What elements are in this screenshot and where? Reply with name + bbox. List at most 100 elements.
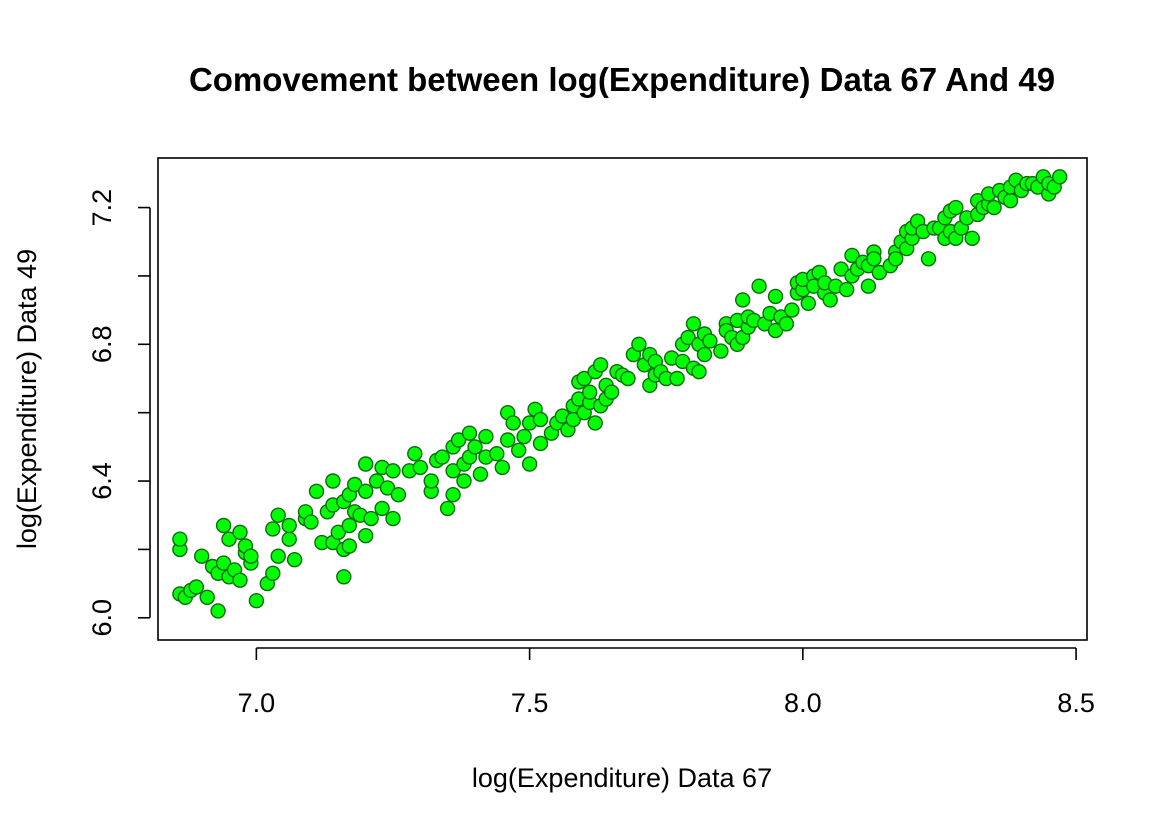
- data-point: [281, 517, 297, 534]
- data-point: [964, 230, 980, 247]
- data-point: [778, 316, 795, 332]
- data-point: [800, 295, 816, 311]
- data-point: [505, 415, 521, 431]
- data-point: [215, 517, 232, 534]
- data-point: [576, 370, 592, 387]
- data-point: [232, 524, 248, 540]
- data-point: [948, 199, 964, 216]
- data-point: [532, 435, 549, 452]
- data-point: [358, 456, 374, 472]
- data-point: [308, 483, 325, 499]
- data-point: [860, 278, 877, 294]
- data-points: [172, 169, 1068, 619]
- data-point: [680, 329, 696, 346]
- data-point: [986, 199, 1002, 216]
- data-point: [603, 384, 620, 400]
- data-point: [631, 336, 647, 352]
- y-tick-label: 6.0: [87, 599, 117, 637]
- data-point: [489, 446, 505, 462]
- data-point: [1051, 169, 1068, 185]
- data-point: [500, 432, 516, 448]
- y-axis-label: log(Expenditure) Data 49: [12, 249, 42, 549]
- data-point: [838, 281, 855, 298]
- data-point: [358, 483, 374, 499]
- data-point: [685, 316, 702, 332]
- y-axis: 6.0 6.4 6.8 7.2: [87, 189, 151, 637]
- data-point: [363, 510, 379, 527]
- data-point: [472, 466, 489, 482]
- data-point: [833, 261, 849, 277]
- data-point: [341, 538, 357, 554]
- data-point: [325, 473, 341, 489]
- data-point: [920, 251, 937, 267]
- y-tick-label: 6.8: [87, 326, 117, 364]
- data-point: [494, 459, 510, 476]
- data-point: [423, 473, 439, 489]
- data-point: [347, 476, 363, 493]
- data-point: [172, 531, 188, 547]
- data-point: [358, 528, 374, 544]
- data-point: [379, 480, 396, 496]
- data-point: [385, 463, 401, 479]
- data-point: [1002, 192, 1019, 209]
- y-tick-label: 7.2: [87, 189, 117, 227]
- data-point: [456, 473, 472, 489]
- data-point: [221, 531, 237, 547]
- data-point: [767, 288, 784, 305]
- data-point: [199, 589, 215, 605]
- data-point: [592, 357, 609, 373]
- data-point: [587, 415, 603, 431]
- data-point: [871, 264, 887, 281]
- data-point: [866, 251, 882, 267]
- data-point: [248, 593, 265, 609]
- data-point: [888, 251, 904, 267]
- data-point: [822, 292, 838, 308]
- y-tick-label: 6.4: [87, 462, 117, 500]
- data-point: [478, 428, 494, 445]
- data-point: [265, 521, 281, 537]
- plot-frame: [157, 157, 1088, 641]
- data-point: [511, 442, 527, 458]
- data-point: [243, 548, 259, 564]
- data-point: [330, 524, 346, 540]
- data-point: [844, 247, 860, 264]
- x-tick-label: 7.5: [511, 688, 549, 718]
- data-point: [461, 425, 478, 441]
- data-point: [265, 565, 281, 581]
- data-point: [620, 370, 636, 387]
- data-point: [270, 548, 286, 564]
- data-point: [516, 428, 532, 445]
- x-tick-label: 8.5: [1057, 688, 1095, 718]
- x-tick-label: 8.0: [784, 688, 822, 718]
- data-point: [374, 500, 390, 517]
- data-point: [702, 333, 718, 349]
- data-point: [696, 346, 713, 363]
- data-point: [303, 514, 319, 530]
- data-point: [582, 384, 598, 400]
- data-point: [450, 432, 467, 448]
- data-point: [188, 579, 205, 595]
- data-point: [691, 364, 707, 380]
- data-point: [467, 439, 483, 455]
- data-point: [445, 487, 461, 503]
- data-point: [751, 278, 767, 294]
- data-point: [445, 463, 461, 479]
- x-axis-label: log(Expenditure) Data 67: [472, 763, 772, 793]
- data-point: [767, 322, 784, 339]
- data-point: [368, 473, 385, 489]
- data-point: [270, 507, 286, 523]
- data-point: [713, 343, 729, 359]
- data-point: [434, 449, 450, 465]
- data-point: [232, 572, 248, 588]
- data-point: [215, 555, 232, 571]
- x-axis: 7.0 7.5 8.0 8.5: [238, 647, 1095, 718]
- data-point: [281, 531, 297, 547]
- data-point: [385, 510, 401, 527]
- data-point: [669, 370, 685, 387]
- data-point: [521, 456, 538, 472]
- data-point: [407, 446, 423, 462]
- data-point: [674, 353, 691, 370]
- data-point: [336, 569, 352, 585]
- data-point: [439, 500, 456, 517]
